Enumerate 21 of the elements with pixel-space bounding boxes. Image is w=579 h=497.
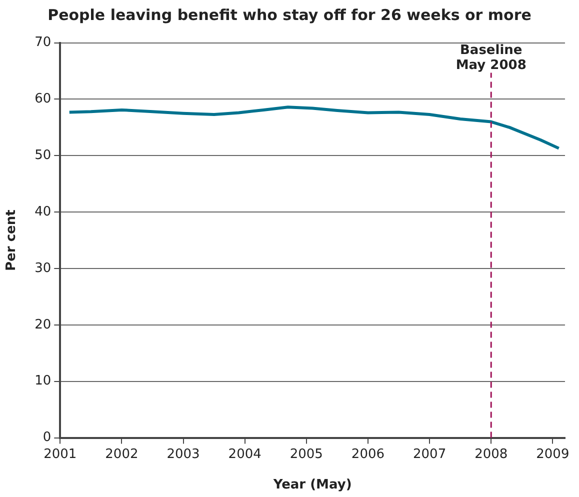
y-tick-label: 50 bbox=[34, 148, 52, 164]
x-tick-label: 2009 bbox=[536, 446, 570, 462]
y-tick-label: 0 bbox=[42, 430, 52, 446]
x-tick-label: 2001 bbox=[44, 446, 77, 462]
x-tick-label: 2006 bbox=[351, 446, 385, 462]
ref-line-label: Baseline May 2008 bbox=[456, 42, 526, 73]
x-tick-label: 2002 bbox=[105, 446, 138, 462]
y-tick-label: 40 bbox=[34, 204, 52, 220]
y-tick-label: 10 bbox=[34, 374, 52, 389]
x-tick-label: 2007 bbox=[413, 446, 446, 462]
y-axis-title: Per cent bbox=[4, 210, 20, 271]
y-tick-label: 30 bbox=[34, 260, 52, 276]
x-tick-label: 2003 bbox=[166, 446, 200, 462]
y-tick-label: 70 bbox=[34, 35, 52, 50]
y-tick-label: 60 bbox=[34, 92, 52, 107]
y-tick-label: 20 bbox=[34, 317, 52, 332]
x-axis-title: Year (May) bbox=[272, 478, 352, 493]
x-tick-label: 2008 bbox=[474, 446, 508, 462]
x-tick-label: 2005 bbox=[290, 446, 323, 462]
chart-title: People leaving benefit who stay off for 26 weeks or more bbox=[46, 6, 532, 24]
x-tick-label: 2004 bbox=[228, 446, 262, 462]
